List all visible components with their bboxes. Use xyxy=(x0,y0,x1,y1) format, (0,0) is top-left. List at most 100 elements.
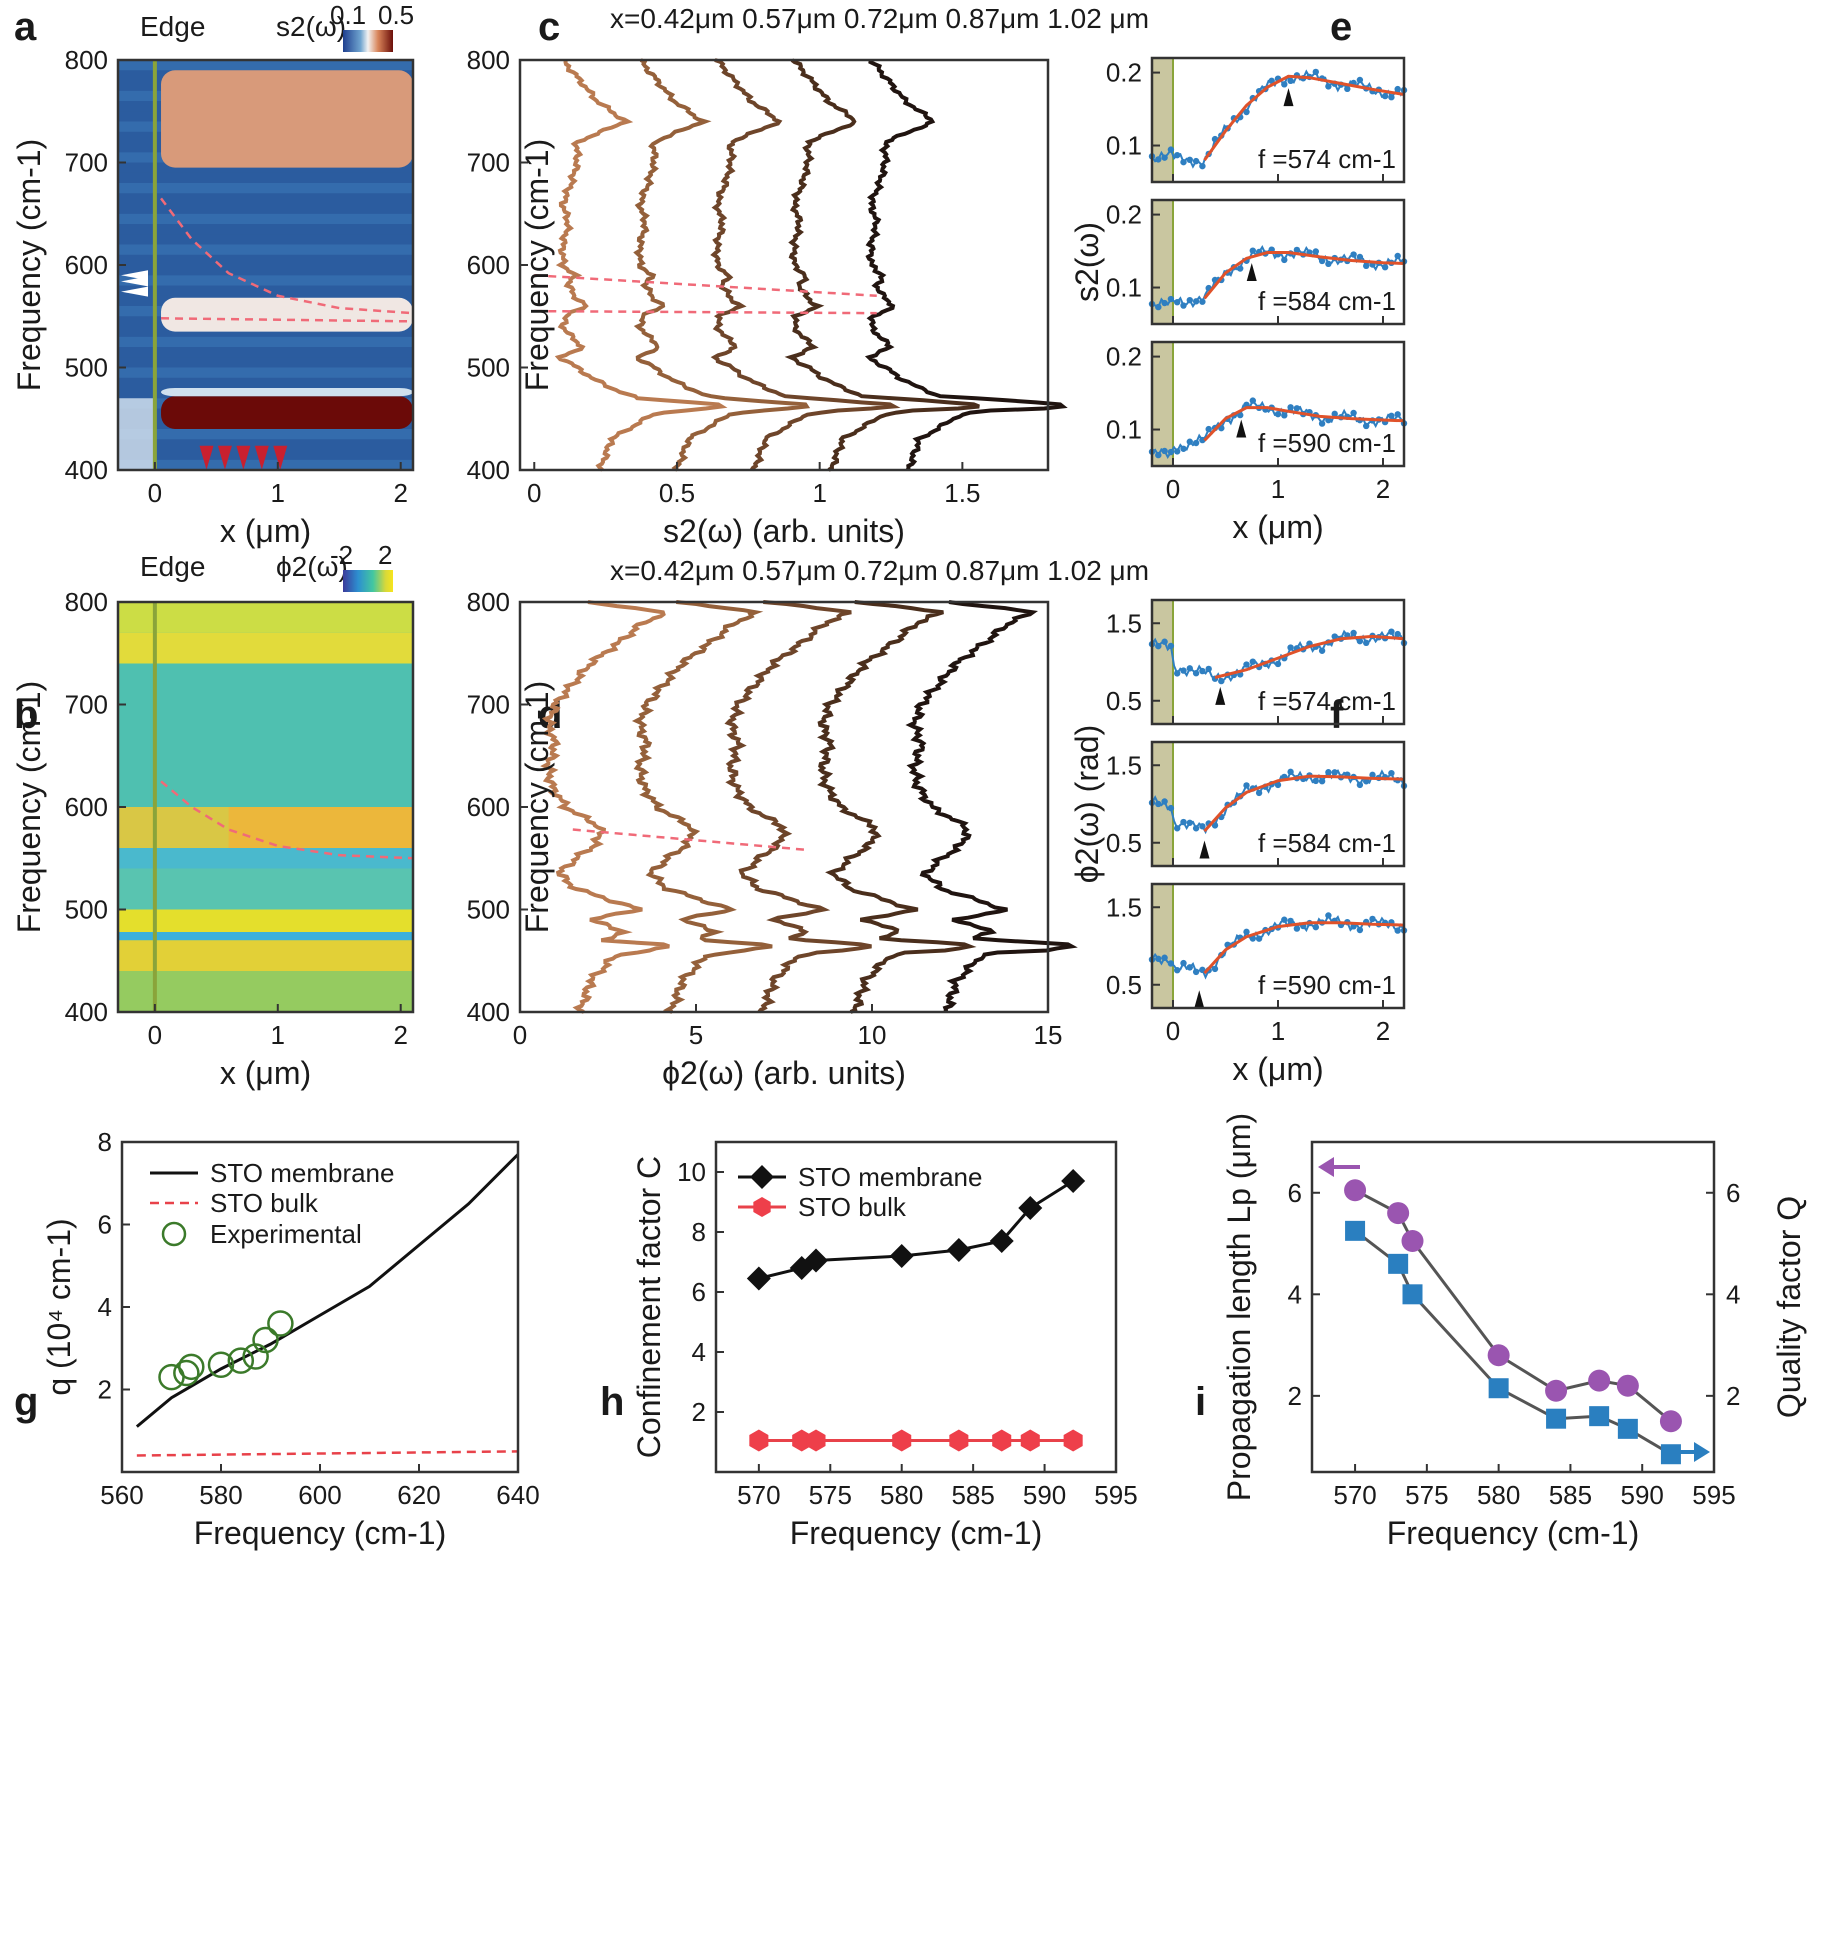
e-sub1-edge-region xyxy=(1152,200,1173,324)
e-sub0-data-point-12 xyxy=(1186,156,1194,164)
f-sub1-data-point-44 xyxy=(1287,768,1294,776)
a-side-arrow-0 xyxy=(121,286,148,297)
f-sub2-data-point-78 xyxy=(1394,927,1401,934)
g-series-membrane xyxy=(135,1153,520,1428)
i-lp-point-6 xyxy=(1616,1374,1639,1397)
g-ytick-label-2: 6 xyxy=(98,1210,112,1240)
c-xtick-label-1: 0.5 xyxy=(659,478,695,508)
f-sub1-data-point-20 xyxy=(1211,822,1219,829)
c-ytick-label-4: 800 xyxy=(467,45,510,75)
f-sub1-data-point-34 xyxy=(1255,789,1263,797)
f-sub1-ytick-label-0: 0.5 xyxy=(1106,828,1142,858)
f-sub0-edge-region xyxy=(1152,600,1173,724)
panel-label-c: c xyxy=(538,5,560,49)
a-xtick-label-1: 1 xyxy=(271,478,285,508)
h-xtick-label-2: 580 xyxy=(880,1480,923,1510)
e-sub0-data-point-44 xyxy=(1287,77,1294,85)
f-sub0-data-point-16 xyxy=(1199,667,1206,675)
d-spectrum-0 xyxy=(540,600,670,1014)
i-q-point-6 xyxy=(1617,1418,1638,1439)
d-header: x=0.42μm 0.57μm 0.72μm 0.87μm 1.02 μm xyxy=(610,555,1149,586)
h-membrane-point-3 xyxy=(889,1244,914,1268)
a-xlabel: x (μm) xyxy=(220,513,311,549)
a-heatmap-band-1 xyxy=(161,297,413,332)
b-ytick-label-4: 800 xyxy=(65,587,108,617)
a-position-marker-1 xyxy=(217,445,232,470)
a-heatmap-edge-region xyxy=(118,398,155,470)
f-sub0-data-point-76 xyxy=(1388,628,1395,635)
h-legend-label-0: STO membrane xyxy=(798,1162,982,1192)
e-sub1-data-point-12 xyxy=(1186,296,1194,304)
e-sub0-data-point-10 xyxy=(1180,158,1187,166)
f-sub0-data-point-18 xyxy=(1205,665,1212,673)
e-sub1-data-point-46 xyxy=(1293,246,1301,254)
f-sub1-data-point-10 xyxy=(1180,818,1187,826)
e-sub1-data-point-16 xyxy=(1199,298,1206,305)
i-right-ylabel: Quality factor Q xyxy=(1771,1196,1807,1418)
g-xtick-label-1: 580 xyxy=(199,1480,242,1510)
f-sub2-data-point-4 xyxy=(1161,954,1168,961)
e-sub2-edge-region xyxy=(1152,342,1173,466)
e-sub1-fit-line xyxy=(1203,251,1405,300)
b-header: Edge xyxy=(140,551,205,582)
f-sub2-label: f =590 cm-1 xyxy=(1258,970,1396,1000)
c-header: x=0.42μm 0.57μm 0.72μm 0.87μm 1.02 μm xyxy=(610,3,1149,34)
a-heatmap-band-3 xyxy=(161,388,413,397)
f-sub0-data-point-6 xyxy=(1167,642,1175,650)
e-sub1-data-point-56 xyxy=(1325,260,1332,268)
b-colorbar-tick-0: -2 xyxy=(330,540,353,570)
g-experimental-point-4 xyxy=(227,1347,255,1374)
e-xlabel: x (μm) xyxy=(1232,509,1323,545)
h-ytick-label-3: 8 xyxy=(692,1217,706,1247)
g-experimental-point-3 xyxy=(207,1351,235,1378)
i-arrow-left-head xyxy=(1318,1157,1334,1177)
i-ytick-right-label-0: 2 xyxy=(1726,1381,1740,1411)
d-xtick-label-3: 15 xyxy=(1034,1020,1063,1050)
h-xtick-label-5: 595 xyxy=(1094,1480,1137,1510)
h-bulk-point-7 xyxy=(1063,1429,1083,1452)
e-sub0-marker xyxy=(1283,88,1294,107)
i-ytick-right-label-1: 4 xyxy=(1726,1279,1740,1309)
g-ytick-label-1: 4 xyxy=(98,1292,112,1322)
f-sub1-data-point-30 xyxy=(1243,782,1250,789)
f-sub2-data-point-66 xyxy=(1356,926,1364,934)
panel-label-i: i xyxy=(1195,1380,1206,1424)
a-position-marker-4 xyxy=(273,445,288,470)
e-sub2-data-point-14 xyxy=(1192,439,1200,447)
a-ytick-label-4: 800 xyxy=(65,45,108,75)
a-position-marker-3 xyxy=(254,445,269,470)
i-xtick-label-3: 585 xyxy=(1549,1480,1592,1510)
f-sub0-data-point-64 xyxy=(1350,629,1357,637)
c-ytick-label-0: 400 xyxy=(467,455,510,485)
f-sub1-data-point-70 xyxy=(1369,771,1376,779)
f-sub2-data-point-8 xyxy=(1174,966,1181,974)
f-sub1-data-point-76 xyxy=(1388,769,1395,777)
f-sub0-fit-line xyxy=(1214,634,1405,679)
e-sub2-data-point-6 xyxy=(1167,448,1175,456)
h-ytick-label-0: 2 xyxy=(692,1397,706,1427)
f-sub0-data-point-22 xyxy=(1218,677,1225,685)
e-sub0-data-point-4 xyxy=(1161,154,1168,161)
g-xtick-label-0: 560 xyxy=(100,1480,143,1510)
h-legend-label-1: STO bulk xyxy=(798,1192,907,1222)
f-sub2-xtick-label-0: 0 xyxy=(1166,1016,1180,1046)
panel-e: f =574 cm-1 0.1 0.2 f =584 cm-1 0.1 0.2 f =590… xyxy=(1069,56,1408,545)
panel-h: 570 575 580 585 590 595 2 4 6 8 10 Frequency (cm-1)… xyxy=(631,1140,1138,1551)
e-sub1-data-point-6 xyxy=(1167,295,1175,303)
f-sub1-data-point-6 xyxy=(1167,804,1175,812)
e-sub2-label: f =590 cm-1 xyxy=(1258,428,1396,458)
h-membrane-point-0 xyxy=(746,1266,771,1291)
c-ytick-label-1: 500 xyxy=(467,353,510,383)
panel-c: 0 0.5 1 1.5 400 500 600 700 800 s2(ω) (arb. units… xyxy=(467,3,1149,549)
f-xlabel: x (μm) xyxy=(1232,1051,1323,1087)
d-xtick-label-0: 0 xyxy=(513,1020,527,1050)
e-sub0-data-point-30 xyxy=(1243,108,1250,116)
a-position-marker-2 xyxy=(236,445,251,470)
f-sub1-label: f =584 cm-1 xyxy=(1258,828,1396,858)
e-sub2-data-point-78 xyxy=(1394,411,1401,418)
d-ylabel: Frequency (cm-1) xyxy=(519,681,555,934)
e-sub1-data-point-68 xyxy=(1363,262,1370,270)
e-sub2-data-point-40 xyxy=(1274,410,1282,418)
d-xtick-label-1: 5 xyxy=(689,1020,703,1050)
d-dashed-curve-0 xyxy=(572,828,809,852)
